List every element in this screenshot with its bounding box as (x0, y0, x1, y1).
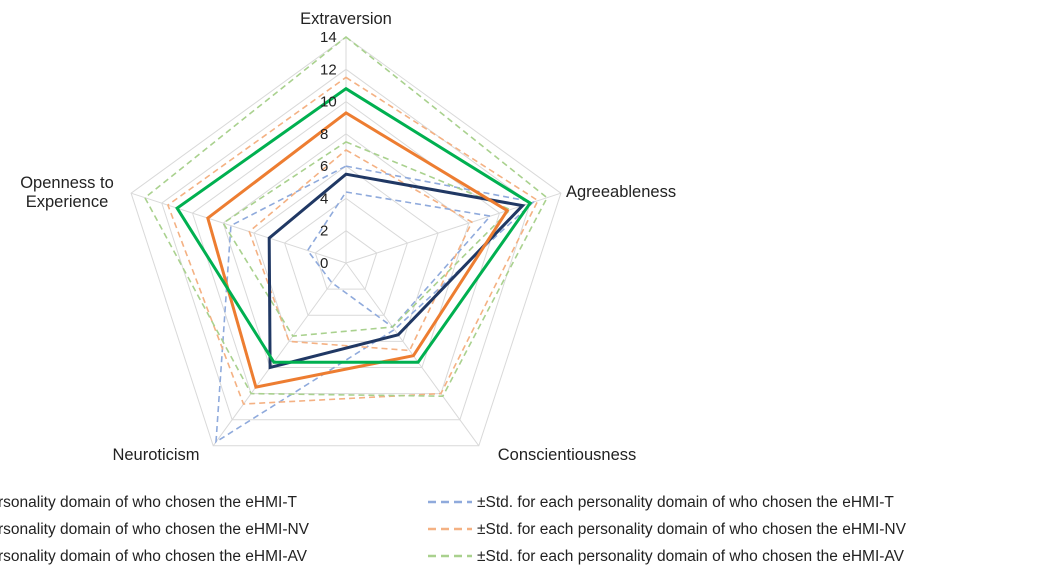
series-line-5 (166, 76, 539, 405)
axis-label: Agreeableness (566, 183, 676, 201)
grid-ring (161, 68, 531, 421)
grid-ring (253, 165, 439, 342)
grid-ring (191, 100, 501, 395)
legend-entry: rsonality domain of who chosen the eHMI-… (0, 521, 310, 538)
legend-entry: ±Std. for each personality domain of who… (477, 548, 905, 565)
series-line-8 (222, 140, 512, 337)
tick-label: 4 (320, 190, 328, 207)
tick-label: 8 (320, 126, 328, 143)
radar-series (143, 35, 549, 444)
series-line-1 (206, 111, 510, 389)
series-line-4 (306, 191, 492, 329)
tick-label: 12 (320, 61, 337, 78)
series-line-3 (215, 165, 536, 444)
tick-label: 10 (320, 94, 337, 111)
legend-entry: rsonality domain of who chosen the eHMI-… (0, 548, 308, 565)
series-line-2 (175, 86, 533, 364)
series-line-0 (267, 172, 526, 370)
grid-ring (222, 133, 470, 368)
grid-ring (314, 230, 378, 290)
grid-ring (284, 197, 408, 316)
axis-label: Extraversion (300, 10, 392, 28)
axis-label: Conscientiousness (498, 446, 637, 464)
legend-entry: ±Std. for each personality domain of who… (477, 521, 907, 538)
series-line-7 (143, 35, 549, 398)
radial-tick-labels: 0 2 4 6 8 10 12 14 (320, 29, 337, 272)
axis-label: Openness to (20, 174, 114, 192)
legend-entry: rsonality domain of who chosen the eHMI-… (0, 494, 297, 511)
tick-label: 0 (320, 255, 328, 272)
grid-spoke (212, 262, 347, 447)
tick-label: 2 (320, 223, 328, 240)
axis-labels: Extraversion Agreeableness Conscientiousne… (20, 10, 676, 464)
axis-label: Experience (26, 193, 109, 211)
legend-entry: ±Std. for each personality domain of who… (477, 494, 894, 511)
radar-grid (130, 36, 562, 447)
tick-label: 6 (320, 158, 328, 175)
grid-ring (130, 36, 562, 447)
grid-spoke (130, 192, 347, 264)
axis-label: Neuroticism (112, 446, 199, 464)
legend: rsonality domain of who chosen the eHMI-… (0, 494, 907, 565)
series-line-6 (248, 149, 473, 352)
tick-label: 14 (320, 29, 337, 46)
